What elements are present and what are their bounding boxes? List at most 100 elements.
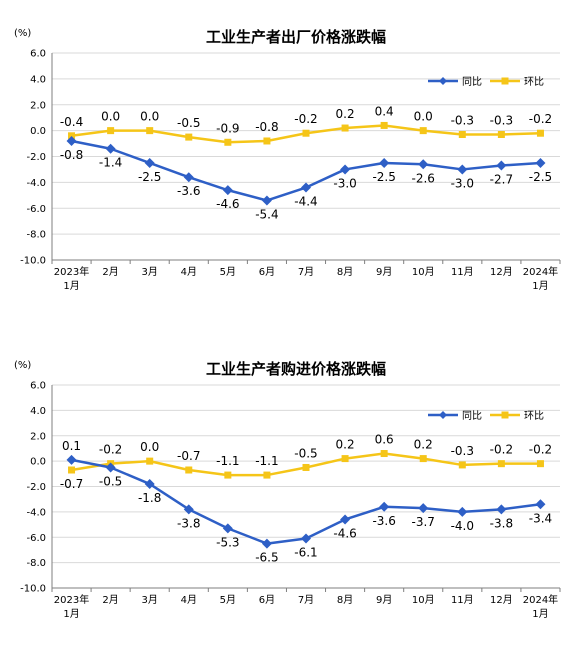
y-tick-label: -6.0 (26, 204, 46, 215)
data-point-mom (224, 471, 232, 479)
data-label-yoy: -6.5 (255, 551, 278, 565)
data-label-mom: -0.3 (451, 444, 474, 458)
data-label-yoy: -0.8 (60, 148, 83, 162)
data-label-mom: -0.2 (529, 112, 552, 126)
data-label-yoy: -2.5 (138, 170, 161, 184)
y-tick-label: 4.0 (30, 74, 46, 85)
data-point-mom (107, 127, 115, 135)
data-label-yoy: -3.7 (412, 515, 435, 529)
data-label-yoy: -3.8 (490, 516, 513, 530)
data-point-mom (146, 127, 154, 135)
data-label-mom: -0.3 (451, 114, 474, 128)
x-tick-label: 8月 (337, 594, 353, 606)
data-point-mom (536, 129, 544, 137)
data-label-yoy: -2.5 (529, 170, 552, 184)
y-tick-label: -4.0 (26, 178, 46, 189)
data-point-yoy (379, 157, 390, 168)
data-label-yoy: -2.6 (412, 171, 435, 185)
x-tick-label: 2023年 (54, 593, 89, 606)
y-tick-label: 2.0 (30, 431, 46, 442)
data-point-mom (263, 471, 271, 479)
y-tick-label: -6.0 (26, 533, 46, 544)
data-point-mom (458, 461, 466, 469)
data-point-yoy (183, 172, 194, 183)
data-label-mom: -0.5 (177, 116, 200, 130)
data-point-mom (419, 455, 427, 463)
data-label-mom: 0.2 (336, 438, 355, 452)
data-label-yoy: -3.8 (177, 516, 200, 530)
data-point-yoy (418, 159, 429, 170)
data-point-yoy (340, 514, 351, 525)
x-tick-label: 6月 (259, 594, 275, 606)
x-tick-label: 1月 (63, 608, 79, 620)
data-point-yoy (222, 185, 233, 196)
x-tick-label: 5月 (220, 594, 236, 606)
data-point-mom (497, 131, 505, 139)
legend-marker-yoy (439, 411, 447, 419)
x-tick-label: 2024年 (523, 265, 558, 278)
data-point-yoy (66, 454, 77, 465)
legend-label-mom: 环比 (524, 76, 544, 88)
data-point-mom (263, 137, 271, 145)
data-point-yoy (535, 499, 546, 510)
data-label-mom: -1.1 (216, 454, 239, 468)
legend-marker-yoy (439, 77, 447, 85)
data-point-mom (302, 463, 310, 471)
data-label-mom: -0.9 (216, 121, 239, 135)
x-tick-label: 10月 (412, 594, 435, 606)
y-tick-label: 0.0 (30, 126, 46, 137)
x-tick-label: 8月 (337, 266, 353, 278)
x-tick-label: 10月 (412, 266, 435, 278)
legend-label-yoy: 同比 (462, 410, 482, 422)
data-point-yoy (105, 143, 116, 154)
data-point-mom (380, 121, 388, 129)
data-label-yoy: -1.8 (138, 491, 161, 505)
data-point-mom (497, 460, 505, 468)
x-tick-label: 9月 (376, 594, 392, 606)
x-tick-label: 1月 (532, 280, 548, 292)
data-label-yoy: -0.5 (99, 474, 122, 488)
data-label-yoy: -4.4 (294, 195, 317, 209)
data-label-mom: -0.7 (60, 477, 83, 491)
legend-marker-mom (501, 77, 509, 85)
data-label-yoy: -4.6 (216, 197, 239, 211)
x-tick-label: 3月 (142, 266, 158, 278)
data-label-mom: 0.0 (101, 110, 120, 124)
data-label-mom: -0.3 (490, 114, 513, 128)
data-point-yoy (222, 523, 233, 534)
data-label-mom: -0.2 (529, 443, 552, 457)
data-label-yoy: -5.4 (255, 207, 278, 221)
data-point-mom (536, 460, 544, 468)
data-point-mom (341, 455, 349, 463)
data-label-mom: -0.8 (255, 120, 278, 134)
data-label-yoy: -6.1 (294, 546, 317, 560)
data-point-mom (68, 466, 76, 474)
data-point-mom (419, 127, 427, 135)
y-tick-label: 4.0 (30, 406, 46, 417)
data-point-yoy (261, 195, 272, 206)
data-point-mom (302, 129, 310, 137)
data-point-mom (224, 138, 232, 146)
data-point-yoy (496, 160, 507, 171)
y-unit-label: (%) (14, 28, 31, 39)
data-label-mom: 0.6 (375, 433, 394, 447)
data-label-mom: -0.2 (294, 112, 317, 126)
data-label-mom: 0.0 (140, 440, 159, 454)
y-tick-label: -8.0 (26, 230, 46, 241)
x-tick-label: 11月 (451, 594, 474, 606)
x-tick-label: 2月 (102, 266, 118, 278)
data-label-yoy: -3.6 (372, 514, 395, 528)
data-point-mom (68, 132, 76, 140)
y-tick-label: 6.0 (30, 49, 46, 60)
x-tick-label: 2024年 (523, 593, 558, 606)
x-tick-label: 3月 (142, 594, 158, 606)
x-tick-label: 12月 (490, 594, 513, 606)
data-point-mom (341, 124, 349, 132)
y-tick-label: 0.0 (30, 457, 46, 468)
data-label-yoy: -2.7 (490, 173, 513, 187)
x-tick-label: 1月 (532, 608, 548, 620)
data-point-yoy (535, 157, 546, 168)
data-point-mom (380, 450, 388, 458)
x-tick-label: 6月 (259, 266, 275, 278)
